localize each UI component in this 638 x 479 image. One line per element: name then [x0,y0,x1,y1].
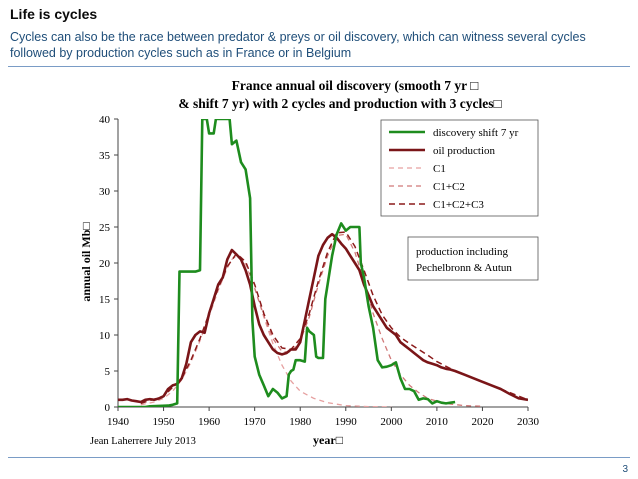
y-tick-label: 20 [99,258,111,270]
series-line-production [118,232,528,404]
x-axis-label: year□ [313,433,343,447]
legend-box [380,119,539,217]
x-tick-label: 1970 [244,416,267,428]
chart-title-line1: France annual oil discovery (smooth 7 yr… [232,78,479,93]
legend-label-c1: C1 [433,163,446,175]
legend-label-c1c2: C1+C2 [433,181,465,193]
legend-label-production: oil production [433,145,496,157]
x-tick-label: 1940 [107,416,130,428]
y-tick-label: 25 [99,222,111,234]
y-tick-label: 15 [99,294,111,306]
x-tick-label: 2010 [426,416,449,428]
y-tick-label: 35 [99,150,111,162]
title-divider [8,66,630,67]
legend-label-discovery: discovery shift 7 yr [433,127,519,139]
y-axis-label: annual oil Mb□ [79,222,93,301]
series-line-discovery [118,119,456,407]
chart-title-line2: & shift 7 yr) with 2 cycles and producti… [178,96,501,111]
annotation-box: production including Pechelbronn & Autun [407,236,539,281]
x-tick-label: 1960 [198,416,221,428]
annotation-line1: production including [416,246,508,258]
annotation-line2: Pechelbronn & Autun [416,262,512,274]
y-tick-label: 5 [105,366,111,378]
x-tick-label: 1990 [335,416,358,428]
y-tick-label: 30 [99,186,111,198]
y-tick-label: 0 [105,402,111,414]
credit-text: Jean Laherrere July 2013 [90,436,196,447]
y-tick-label: 10 [99,330,111,342]
x-tick-label: 2000 [380,416,403,428]
y-tick-label: 40 [99,114,111,126]
slide-title: Life is cycles [10,6,98,22]
legend-label-c1c2c3: C1+C2+C3 [433,199,484,211]
footer-divider [8,457,630,458]
x-tick-label: 1950 [153,416,176,428]
x-tick-label: 2020 [471,416,494,428]
slide-subtitle: Cycles can also be the race between pred… [10,30,586,60]
x-tick-label: 1980 [289,416,312,428]
page-number: 3 [622,464,628,475]
x-tick-label: 2030 [517,416,540,428]
